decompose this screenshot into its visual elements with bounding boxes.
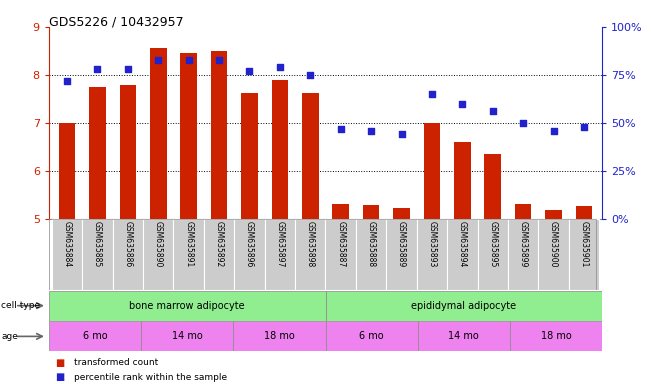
Bar [52,219,82,290]
Bar [418,321,510,351]
Bar [393,208,410,219]
Bar [233,321,326,351]
Text: GSM635891: GSM635891 [184,221,193,267]
Text: GSM635899: GSM635899 [519,221,527,267]
Bar [417,219,447,290]
Text: 18 mo: 18 mo [541,331,572,341]
Point [426,91,437,97]
Bar [326,291,602,321]
Point [122,66,133,72]
Bar [89,87,106,219]
Text: GSM635893: GSM635893 [428,221,436,267]
Bar [302,93,318,219]
Text: GSM635885: GSM635885 [93,221,102,267]
Bar [575,206,592,219]
Bar [271,79,288,219]
Text: GSM635901: GSM635901 [579,221,589,267]
Bar [173,219,204,290]
Point [335,126,346,132]
Text: GSM635897: GSM635897 [275,221,284,267]
Text: transformed count: transformed count [74,358,158,367]
Bar [363,205,380,219]
Text: ■: ■ [55,372,64,382]
Text: ■: ■ [55,358,64,368]
Text: GSM635888: GSM635888 [367,221,376,267]
Point [548,127,559,134]
Point [275,64,285,70]
Bar [180,53,197,219]
Bar [211,51,227,219]
Bar [59,123,76,219]
Bar [120,86,136,219]
Bar [333,205,349,219]
Point [184,56,194,63]
Text: 6 mo: 6 mo [83,331,107,341]
Point [457,101,467,107]
Bar [49,321,141,351]
Bar [234,219,265,290]
Text: GSM635890: GSM635890 [154,221,163,267]
Bar [484,154,501,219]
Point [518,120,529,126]
Bar [141,321,233,351]
Point [214,56,225,63]
Text: GSM635898: GSM635898 [306,221,315,267]
Bar [326,219,356,290]
Bar [515,205,531,219]
Bar [508,219,538,290]
Point [396,131,407,137]
Text: GSM635896: GSM635896 [245,221,254,267]
Bar [510,321,602,351]
Point [244,68,255,74]
Bar [82,219,113,290]
Bar [143,219,173,290]
Point [305,72,316,78]
Text: GSM635884: GSM635884 [62,221,72,267]
Bar [538,219,569,290]
Text: 14 mo: 14 mo [449,331,479,341]
Bar [150,48,167,219]
Text: percentile rank within the sample: percentile rank within the sample [74,372,227,382]
Text: GSM635886: GSM635886 [124,221,132,267]
Text: GSM635894: GSM635894 [458,221,467,267]
Text: GSM635900: GSM635900 [549,221,558,268]
Bar [356,219,386,290]
Text: GSM635889: GSM635889 [397,221,406,267]
Text: GDS5226 / 10432957: GDS5226 / 10432957 [49,15,184,28]
Text: 6 mo: 6 mo [359,331,384,341]
Bar [326,321,418,351]
Point [92,66,103,72]
Point [366,127,376,134]
Text: GSM635892: GSM635892 [215,221,223,267]
Bar [478,219,508,290]
Point [579,124,589,130]
Text: 14 mo: 14 mo [172,331,202,341]
Bar [454,142,471,219]
Bar [295,219,326,290]
Bar [265,219,295,290]
Bar [569,219,599,290]
Point [488,108,498,114]
Point [62,78,72,84]
Point [153,56,163,63]
Bar [204,219,234,290]
Text: bone marrow adipocyte: bone marrow adipocyte [130,301,245,311]
Text: age: age [1,332,18,341]
Text: GSM635887: GSM635887 [336,221,345,267]
Bar [49,291,326,321]
Bar [241,93,258,219]
Bar [113,219,143,290]
Text: cell type: cell type [1,301,40,310]
Bar [386,219,417,290]
Bar [424,123,440,219]
Bar [545,210,562,219]
Text: epididymal adipocyte: epididymal adipocyte [411,301,516,311]
Text: GSM635895: GSM635895 [488,221,497,267]
Bar [447,219,478,290]
Text: 18 mo: 18 mo [264,331,295,341]
